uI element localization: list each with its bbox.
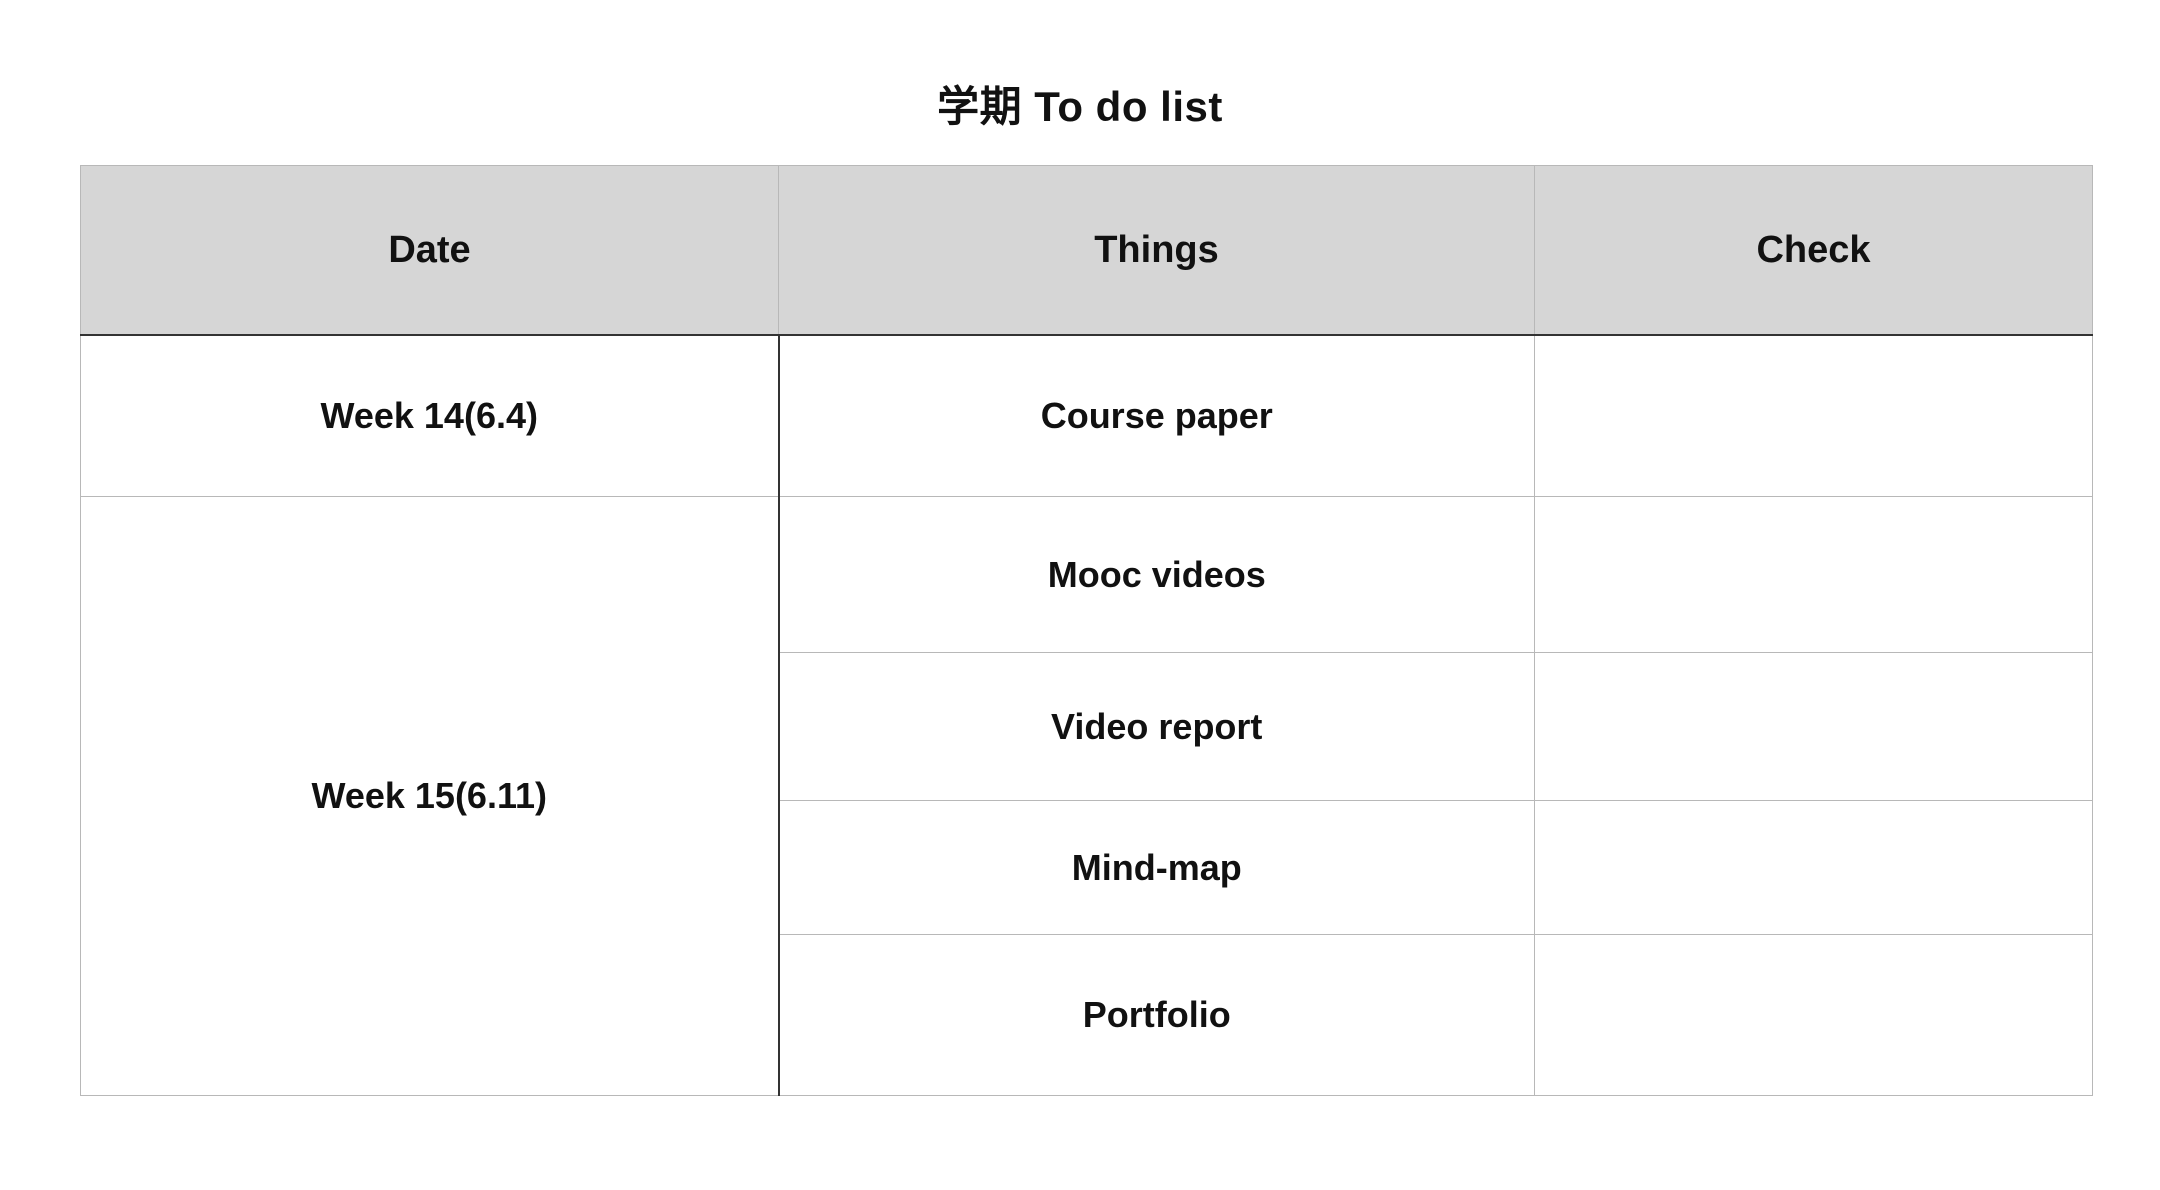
check-cell[interactable] xyxy=(1534,334,2093,497)
thing-cell: Mooc videos xyxy=(778,496,1535,653)
todo-table: Date Things Check Week 14(6.4) Course pa… xyxy=(80,165,2093,1096)
table-row: Video report xyxy=(81,652,2093,801)
date-cell: Week 15(6.11) xyxy=(80,496,780,1096)
check-cell[interactable] xyxy=(1534,934,2093,1096)
check-cell[interactable] xyxy=(1534,652,2093,801)
check-cell[interactable] xyxy=(1534,496,2093,653)
table-row: Portfolio xyxy=(81,934,2093,1096)
thing-cell: Portfolio xyxy=(778,934,1535,1096)
thing-cell: Course paper xyxy=(778,334,1535,497)
table-header-row: Date Things Check xyxy=(80,165,2093,336)
check-cell[interactable] xyxy=(1534,800,2093,935)
column-header-things: Things xyxy=(778,165,1535,336)
column-header-check: Check xyxy=(1534,165,2093,336)
thing-cell: Video report xyxy=(778,652,1535,801)
thing-cell: Mind-map xyxy=(778,800,1535,935)
date-cell: Week 14(6.4) xyxy=(80,334,780,497)
table-row: Week 14(6.4) Course paper xyxy=(80,334,2093,497)
table-row: Week 15(6.11) Mooc videos xyxy=(80,496,2093,1096)
page-title: 学期 To do list xyxy=(937,83,1223,130)
column-header-date: Date xyxy=(80,165,779,336)
